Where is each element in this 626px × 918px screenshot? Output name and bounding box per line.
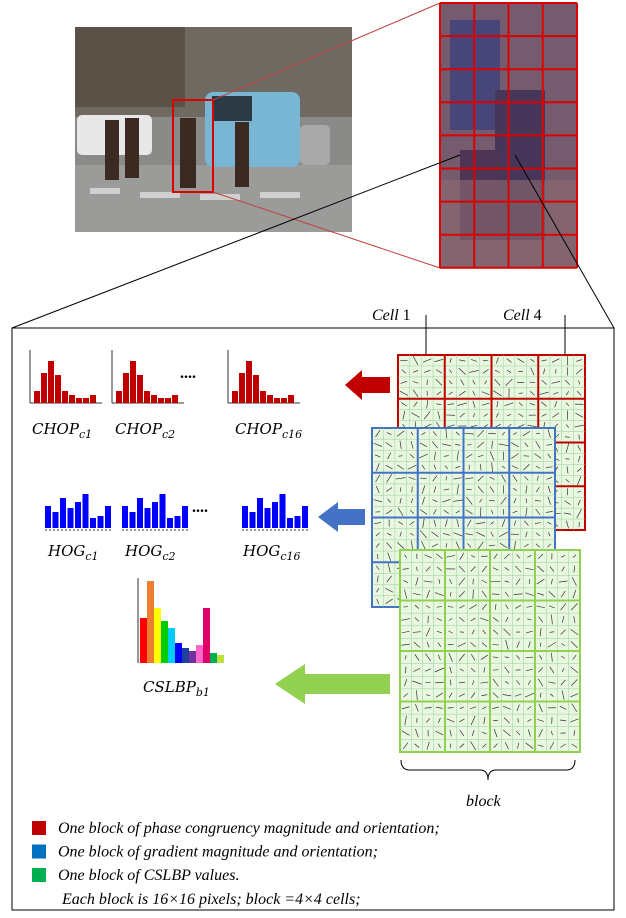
legend-text: One block of gradient magnitude and orie… bbox=[58, 844, 378, 861]
hist-bar bbox=[145, 508, 151, 528]
hist-bar bbox=[48, 361, 54, 403]
hist-bar bbox=[232, 391, 238, 403]
hist-bar bbox=[151, 395, 157, 403]
hist-bar bbox=[239, 373, 245, 403]
hist-bar bbox=[242, 506, 248, 528]
hist-bar bbox=[196, 645, 203, 663]
hist-bar bbox=[302, 506, 308, 528]
hist-bar bbox=[105, 506, 111, 528]
hist-bar bbox=[90, 395, 96, 403]
chop-label: CHOPc2 bbox=[115, 420, 175, 441]
hist-bar bbox=[253, 375, 259, 403]
hist-bar bbox=[62, 391, 68, 403]
hist-bar bbox=[68, 508, 74, 528]
hist-bar bbox=[130, 512, 136, 528]
hist-bar bbox=[168, 628, 175, 663]
note: Each block is 16×16 pixels; block =4×4 c… bbox=[61, 891, 361, 908]
legend-text: One block of CSLBP values. bbox=[58, 867, 239, 884]
hist-bar bbox=[165, 398, 171, 403]
hist-bar bbox=[189, 651, 196, 663]
hist-bar bbox=[123, 373, 129, 403]
hist-bar bbox=[161, 621, 168, 663]
hist-bar bbox=[267, 395, 273, 403]
hist-bar bbox=[260, 391, 266, 403]
hist-bar bbox=[175, 643, 182, 663]
hist-bar bbox=[122, 506, 128, 528]
hist-bar bbox=[60, 498, 66, 528]
hist-bar bbox=[76, 398, 82, 403]
legend-swatch bbox=[32, 845, 46, 859]
hist-bar bbox=[137, 498, 143, 528]
hist-bar bbox=[152, 502, 158, 528]
hist-bar bbox=[45, 506, 51, 528]
hist-bar bbox=[265, 508, 271, 528]
arrow bbox=[345, 370, 390, 400]
hist-bar bbox=[83, 494, 89, 528]
cslbp-label: CSLBPb1 bbox=[143, 678, 210, 699]
hist-bar bbox=[250, 512, 256, 528]
hist-bar bbox=[55, 375, 61, 403]
legend-text: One block of phase congruency magnitude … bbox=[58, 820, 440, 837]
brace bbox=[401, 760, 575, 780]
hist-bar bbox=[295, 516, 301, 528]
hist-bar bbox=[203, 608, 210, 663]
hist-bar bbox=[137, 375, 143, 403]
legend-swatch bbox=[32, 821, 46, 835]
hist-bar bbox=[90, 518, 96, 528]
arrow bbox=[318, 502, 365, 532]
hist-bar bbox=[69, 395, 75, 403]
hist-bar bbox=[288, 395, 294, 403]
hog-label: HOGc2 bbox=[124, 542, 176, 563]
hist-bar bbox=[158, 398, 164, 403]
hist-bar bbox=[140, 618, 147, 663]
hist-bar bbox=[246, 361, 252, 403]
hist-bar bbox=[147, 581, 154, 663]
street-photo bbox=[75, 27, 352, 232]
hist-bar bbox=[167, 518, 173, 528]
ellipsis: .... bbox=[192, 499, 208, 516]
hist-bar bbox=[83, 398, 89, 403]
hog-label: HOGc1 bbox=[47, 542, 99, 563]
hist-bar bbox=[217, 655, 224, 663]
hist-bar bbox=[154, 608, 161, 663]
chop-label: CHOPc16 bbox=[235, 420, 302, 441]
hist-bar bbox=[116, 391, 122, 403]
hist-bar bbox=[274, 398, 280, 403]
hist-bar bbox=[53, 512, 59, 528]
cell-label: Cell 1 bbox=[372, 307, 411, 324]
hist-bar bbox=[257, 498, 263, 528]
hist-bar bbox=[34, 391, 40, 403]
hist-bar bbox=[182, 506, 188, 528]
block bbox=[400, 550, 580, 752]
hist-bar bbox=[182, 648, 189, 663]
hist-bar bbox=[98, 516, 104, 528]
chop-label: CHOPc1 bbox=[32, 420, 92, 441]
diagram: Cell 1 Cell 4 .... .... CHOPc1 CHOPc2 CH… bbox=[0, 0, 626, 918]
ellipsis: .... bbox=[180, 365, 196, 382]
hist-bar bbox=[172, 395, 178, 403]
hist-bar bbox=[280, 494, 286, 528]
hist-bar bbox=[41, 373, 47, 403]
hist-bar bbox=[272, 502, 278, 528]
hog-label: HOGc16 bbox=[242, 542, 301, 563]
hist-bar bbox=[287, 518, 293, 528]
block-label: block bbox=[466, 793, 502, 810]
hist-bar bbox=[160, 494, 166, 528]
legend-swatch bbox=[32, 868, 46, 882]
hist-bar bbox=[130, 361, 136, 403]
cell-label: Cell 4 bbox=[503, 307, 542, 324]
hist-bar bbox=[75, 502, 81, 528]
hist-bar bbox=[210, 653, 217, 663]
hist-bar bbox=[144, 391, 150, 403]
hist-bar bbox=[175, 516, 181, 528]
hist-bar bbox=[281, 398, 287, 403]
arrow bbox=[275, 664, 390, 704]
